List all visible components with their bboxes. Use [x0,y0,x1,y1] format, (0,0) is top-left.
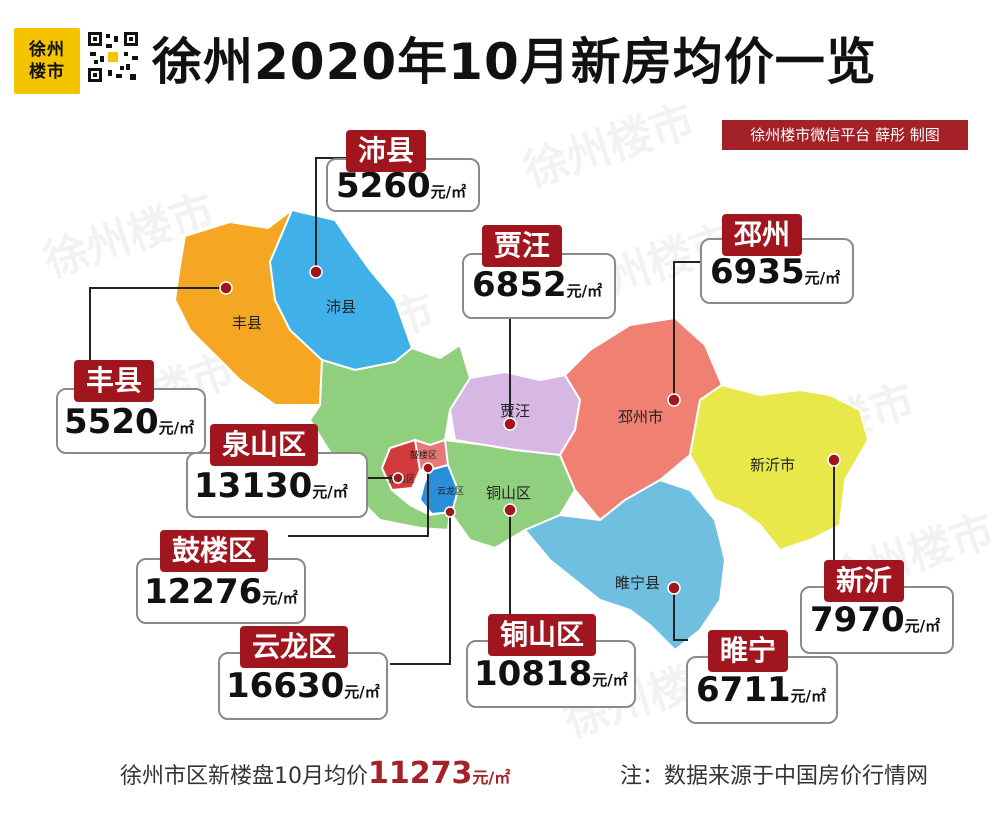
unit-jiawang: 元/㎡ [566,282,603,300]
map-label-peixian: 沛县 [326,298,356,316]
tag-peixian: 沛县 [346,130,427,172]
unit-peixian: 元/㎡ [430,183,467,201]
avg-value: 11273 [368,756,473,791]
map-label-suining: 睢宁县 [615,574,660,592]
qr-code-icon [86,30,140,84]
map-label-pizhou: 邳州市 [618,408,663,426]
tag-suining: 睢宁 [708,630,789,672]
unit-gulou: 元/㎡ [262,589,298,607]
tag-tongshan: 铜山区 [488,614,597,656]
map-label-xinyi: 新沂市 [750,456,795,474]
tag-xinyi: 新沂 [824,560,905,602]
marker-fengxian [219,281,233,295]
marker-xinyi [827,453,841,467]
price-jiawang: 6852 [472,265,567,305]
map-label-tongshan: 铜山区 [486,484,531,502]
unit-fengxian: 元/㎡ [158,419,195,437]
region-yunlong [418,463,460,516]
brand-logo: 徐州 楼市 [14,28,80,94]
map-label-jiawang: 贾汪 [500,402,530,420]
price-tongshan: 10818 [474,654,593,694]
map-label-gulou: 鼓楼区 [410,449,437,461]
tag-quanshan: 泉山区 [210,424,319,466]
tag-pizhou: 邳州 [722,214,803,256]
tag-fengxian: 丰县 [74,360,155,402]
map-label-yunlong: 云龙区 [437,485,464,497]
tag-gulou: 鼓楼区 [160,530,269,572]
unit-yunlong: 元/㎡ [344,683,380,701]
region-xinyi [688,383,870,552]
price-gulou: 12276 [144,572,263,612]
marker-pizhou [667,393,681,407]
tag-yunlong: 云龙区 [240,626,349,668]
logo-text-line1: 徐州 [29,40,65,60]
leader-line-fengxian [89,287,226,362]
leader-line-yunlong [390,514,451,665]
unit-tongshan: 元/㎡ [592,671,628,689]
map-label-fengxian: 丰县 [232,314,262,332]
leader-line-suining [673,588,688,641]
marker-peixian [309,265,323,279]
tag-jiawang: 贾汪 [482,225,563,267]
unit-xinyi: 元/㎡ [904,617,941,635]
price-fengxian: 5520 [64,402,159,442]
page-title: 徐州2020年10月新房均价一览 [152,33,877,91]
price-quanshan: 13130 [194,466,313,506]
avg-prefix: 徐州市区新楼盘10月均价 [120,764,368,789]
unit-quanshan: 元/㎡ [312,483,348,501]
price-yunlong: 16630 [226,666,345,706]
avg-unit: 元/㎡ [472,768,511,787]
marker-jiawang [503,417,517,431]
price-peixian: 5260 [336,166,431,206]
unit-pizhou: 元/㎡ [804,269,841,287]
data-source-note: 注：数据来源于中国房价行情网 [620,764,929,789]
marker-tongshan [503,503,517,517]
price-suining: 6711 [696,670,791,710]
price-xinyi: 7970 [810,600,905,640]
header: 徐州 楼市 徐州2020年10月新房均价一览 [0,0,1000,110]
marker-quanshan [392,472,404,484]
footer: 徐州市区新楼盘10月均价11273元/㎡ 注：数据来源于中国房价行情网 [0,748,1000,798]
unit-suining: 元/㎡ [790,687,827,705]
leader-line-pizhou [673,261,700,400]
marker-gulou [422,462,434,474]
price-pizhou: 6935 [710,252,805,292]
marker-suining [667,581,681,595]
logo-text-line2: 楼市 [29,62,65,82]
credit-banner: 徐州楼市微信平台 薛彤 制图 [722,120,968,150]
average-price-summary: 徐州市区新楼盘10月均价11273元/㎡ [120,756,510,791]
leader-line-gulou [288,470,429,537]
region-pizhou [558,316,724,522]
marker-yunlong [444,506,456,518]
